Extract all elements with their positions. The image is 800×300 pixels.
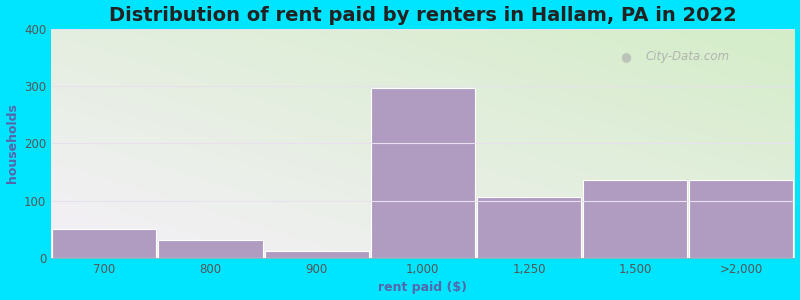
Bar [265, 251, 369, 258]
Bar [371, 88, 475, 258]
Bar [690, 179, 794, 258]
Text: ●: ● [620, 50, 630, 63]
Text: City-Data.com: City-Data.com [646, 50, 730, 63]
X-axis label: rent paid ($): rent paid ($) [378, 281, 467, 294]
Bar [158, 240, 262, 258]
Y-axis label: households: households [6, 103, 18, 183]
Bar [583, 179, 687, 258]
Bar [477, 197, 581, 258]
Bar [52, 230, 156, 258]
Title: Distribution of rent paid by renters in Hallam, PA in 2022: Distribution of rent paid by renters in … [109, 6, 737, 25]
